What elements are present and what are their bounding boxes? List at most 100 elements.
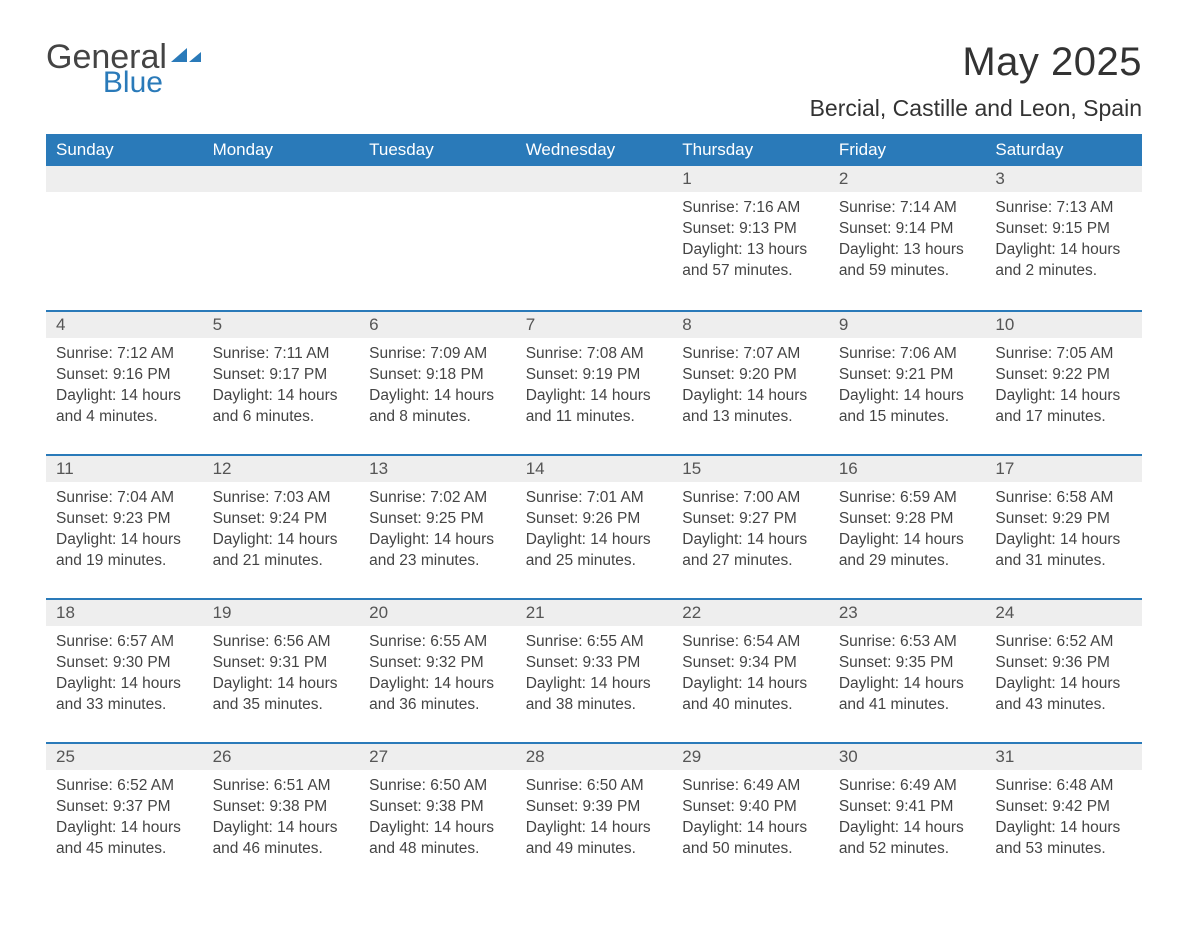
calendar-day-cell: 29Sunrise: 6:49 AMSunset: 9:40 PMDayligh… <box>672 742 829 886</box>
daylight-line: Daylight: 14 hours and 31 minutes. <box>995 530 1132 572</box>
calendar-day-cell: 31Sunrise: 6:48 AMSunset: 9:42 PMDayligh… <box>985 742 1142 886</box>
daylight-line: Daylight: 14 hours and 43 minutes. <box>995 674 1132 716</box>
day-number: 10 <box>985 310 1142 338</box>
sunrise-line: Sunrise: 6:53 AM <box>839 632 976 653</box>
day-number <box>203 166 360 192</box>
day-details: Sunrise: 7:08 AMSunset: 9:19 PMDaylight:… <box>516 338 673 436</box>
sunset-line: Sunset: 9:17 PM <box>213 365 350 386</box>
calendar-day-cell: 15Sunrise: 7:00 AMSunset: 9:27 PMDayligh… <box>672 454 829 598</box>
sunrise-line: Sunrise: 6:57 AM <box>56 632 193 653</box>
sunrise-line: Sunrise: 6:48 AM <box>995 776 1132 797</box>
location: Bercial, Castille and Leon, Spain <box>810 95 1142 122</box>
day-details: Sunrise: 6:48 AMSunset: 9:42 PMDaylight:… <box>985 770 1142 868</box>
day-number: 17 <box>985 454 1142 482</box>
sunset-line: Sunset: 9:40 PM <box>682 797 819 818</box>
calendar-day-cell: 28Sunrise: 6:50 AMSunset: 9:39 PMDayligh… <box>516 742 673 886</box>
day-details: Sunrise: 7:06 AMSunset: 9:21 PMDaylight:… <box>829 338 986 436</box>
daylight-line: Daylight: 14 hours and 35 minutes. <box>213 674 350 716</box>
sunset-line: Sunset: 9:34 PM <box>682 653 819 674</box>
sunset-line: Sunset: 9:30 PM <box>56 653 193 674</box>
sunset-line: Sunset: 9:16 PM <box>56 365 193 386</box>
sunrise-line: Sunrise: 6:54 AM <box>682 632 819 653</box>
calendar-head: SundayMondayTuesdayWednesdayThursdayFrid… <box>46 134 1142 166</box>
daylight-line: Daylight: 14 hours and 38 minutes. <box>526 674 663 716</box>
sunrise-line: Sunrise: 7:12 AM <box>56 344 193 365</box>
day-number: 2 <box>829 166 986 192</box>
calendar-day-cell: 13Sunrise: 7:02 AMSunset: 9:25 PMDayligh… <box>359 454 516 598</box>
day-details: Sunrise: 6:53 AMSunset: 9:35 PMDaylight:… <box>829 626 986 724</box>
daylight-line: Daylight: 14 hours and 36 minutes. <box>369 674 506 716</box>
sunrise-line: Sunrise: 7:00 AM <box>682 488 819 509</box>
day-details: Sunrise: 7:09 AMSunset: 9:18 PMDaylight:… <box>359 338 516 436</box>
sunset-line: Sunset: 9:39 PM <box>526 797 663 818</box>
sunrise-line: Sunrise: 6:52 AM <box>56 776 193 797</box>
sunset-line: Sunset: 9:25 PM <box>369 509 506 530</box>
day-details: Sunrise: 7:05 AMSunset: 9:22 PMDaylight:… <box>985 338 1142 436</box>
calendar-day-cell: 26Sunrise: 6:51 AMSunset: 9:38 PMDayligh… <box>203 742 360 886</box>
day-details: Sunrise: 7:13 AMSunset: 9:15 PMDaylight:… <box>985 192 1142 290</box>
calendar-day-cell: 2Sunrise: 7:14 AMSunset: 9:14 PMDaylight… <box>829 166 986 310</box>
calendar-day-cell: 3Sunrise: 7:13 AMSunset: 9:15 PMDaylight… <box>985 166 1142 310</box>
daylight-line: Daylight: 14 hours and 49 minutes. <box>526 818 663 860</box>
daylight-line: Daylight: 14 hours and 8 minutes. <box>369 386 506 428</box>
day-number: 28 <box>516 742 673 770</box>
day-details: Sunrise: 6:59 AMSunset: 9:28 PMDaylight:… <box>829 482 986 580</box>
sunrise-line: Sunrise: 7:06 AM <box>839 344 976 365</box>
daylight-line: Daylight: 14 hours and 19 minutes. <box>56 530 193 572</box>
day-number: 5 <box>203 310 360 338</box>
sunset-line: Sunset: 9:14 PM <box>839 219 976 240</box>
daylight-line: Daylight: 14 hours and 11 minutes. <box>526 386 663 428</box>
sunrise-line: Sunrise: 7:09 AM <box>369 344 506 365</box>
day-details: Sunrise: 6:52 AMSunset: 9:37 PMDaylight:… <box>46 770 203 868</box>
sunrise-line: Sunrise: 7:11 AM <box>213 344 350 365</box>
sunrise-line: Sunrise: 7:04 AM <box>56 488 193 509</box>
calendar-day-cell: 16Sunrise: 6:59 AMSunset: 9:28 PMDayligh… <box>829 454 986 598</box>
day-details: Sunrise: 7:07 AMSunset: 9:20 PMDaylight:… <box>672 338 829 436</box>
sunset-line: Sunset: 9:20 PM <box>682 365 819 386</box>
day-details: Sunrise: 6:55 AMSunset: 9:32 PMDaylight:… <box>359 626 516 724</box>
day-details: Sunrise: 6:52 AMSunset: 9:36 PMDaylight:… <box>985 626 1142 724</box>
calendar-day-cell: 20Sunrise: 6:55 AMSunset: 9:32 PMDayligh… <box>359 598 516 742</box>
day-details: Sunrise: 6:50 AMSunset: 9:38 PMDaylight:… <box>359 770 516 868</box>
weekday-header: Tuesday <box>359 134 516 166</box>
calendar-day-cell: 22Sunrise: 6:54 AMSunset: 9:34 PMDayligh… <box>672 598 829 742</box>
calendar-day-cell: 6Sunrise: 7:09 AMSunset: 9:18 PMDaylight… <box>359 310 516 454</box>
calendar-day-cell: 25Sunrise: 6:52 AMSunset: 9:37 PMDayligh… <box>46 742 203 886</box>
sunset-line: Sunset: 9:36 PM <box>995 653 1132 674</box>
daylight-line: Daylight: 14 hours and 15 minutes. <box>839 386 976 428</box>
day-number: 23 <box>829 598 986 626</box>
sunset-line: Sunset: 9:29 PM <box>995 509 1132 530</box>
sunset-line: Sunset: 9:42 PM <box>995 797 1132 818</box>
daylight-line: Daylight: 14 hours and 6 minutes. <box>213 386 350 428</box>
sunset-line: Sunset: 9:41 PM <box>839 797 976 818</box>
day-details: Sunrise: 6:49 AMSunset: 9:40 PMDaylight:… <box>672 770 829 868</box>
calendar-empty-cell <box>46 166 203 310</box>
calendar-table: SundayMondayTuesdayWednesdayThursdayFrid… <box>46 134 1142 886</box>
daylight-line: Daylight: 14 hours and 21 minutes. <box>213 530 350 572</box>
day-number: 7 <box>516 310 673 338</box>
daylight-line: Daylight: 14 hours and 40 minutes. <box>682 674 819 716</box>
calendar-day-cell: 7Sunrise: 7:08 AMSunset: 9:19 PMDaylight… <box>516 310 673 454</box>
daylight-line: Daylight: 13 hours and 59 minutes. <box>839 240 976 282</box>
day-number: 6 <box>359 310 516 338</box>
day-details: Sunrise: 6:54 AMSunset: 9:34 PMDaylight:… <box>672 626 829 724</box>
sunrise-line: Sunrise: 6:51 AM <box>213 776 350 797</box>
daylight-line: Daylight: 14 hours and 25 minutes. <box>526 530 663 572</box>
day-details: Sunrise: 7:01 AMSunset: 9:26 PMDaylight:… <box>516 482 673 580</box>
sunrise-line: Sunrise: 7:01 AM <box>526 488 663 509</box>
sunset-line: Sunset: 9:26 PM <box>526 509 663 530</box>
calendar-day-cell: 27Sunrise: 6:50 AMSunset: 9:38 PMDayligh… <box>359 742 516 886</box>
sunrise-line: Sunrise: 7:16 AM <box>682 198 819 219</box>
sunset-line: Sunset: 9:31 PM <box>213 653 350 674</box>
daylight-line: Daylight: 14 hours and 41 minutes. <box>839 674 976 716</box>
calendar-week-row: 18Sunrise: 6:57 AMSunset: 9:30 PMDayligh… <box>46 598 1142 742</box>
day-details: Sunrise: 7:16 AMSunset: 9:13 PMDaylight:… <box>672 192 829 290</box>
calendar-empty-cell <box>203 166 360 310</box>
day-number: 24 <box>985 598 1142 626</box>
calendar-day-cell: 8Sunrise: 7:07 AMSunset: 9:20 PMDaylight… <box>672 310 829 454</box>
day-number: 4 <box>46 310 203 338</box>
day-number: 30 <box>829 742 986 770</box>
title-block: May 2025 Bercial, Castille and Leon, Spa… <box>810 40 1142 122</box>
sunrise-line: Sunrise: 7:07 AM <box>682 344 819 365</box>
day-details: Sunrise: 7:03 AMSunset: 9:24 PMDaylight:… <box>203 482 360 580</box>
